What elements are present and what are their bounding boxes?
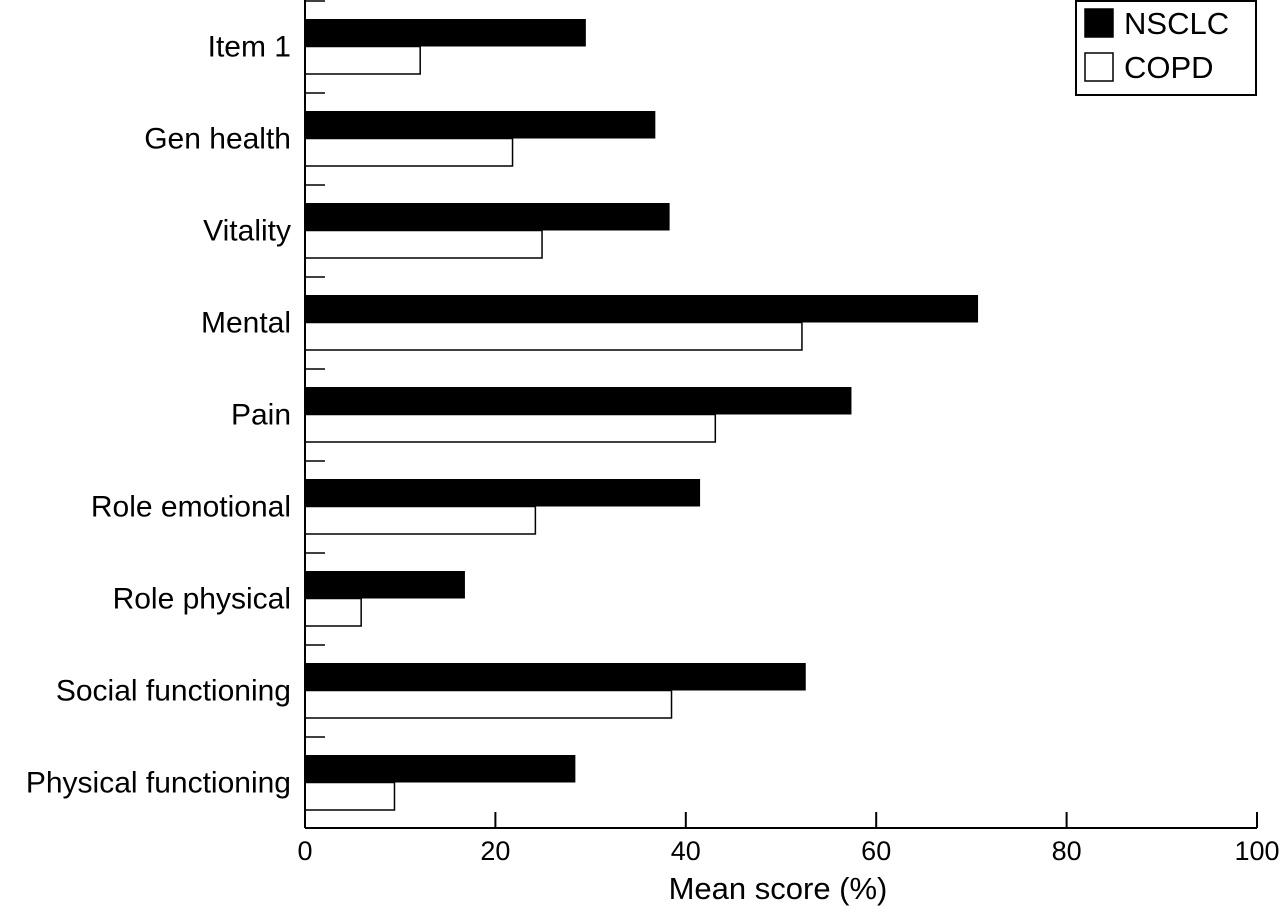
bar-copd-pain (304, 413, 717, 443)
bar-nsclc-vitality (305, 203, 670, 231)
x-tick-label: 100 (1234, 836, 1279, 866)
x-tick-label: 60 (861, 836, 891, 866)
category-label: Mental (201, 307, 291, 340)
bar-nsclc-physical-functioning (305, 755, 576, 783)
legend-swatch-nsclc (1084, 8, 1114, 38)
bar-copd-vitality (304, 229, 543, 259)
x-tick-label: 20 (480, 836, 510, 866)
bar-nsclc-mental (305, 295, 979, 323)
category-label: Vitality (203, 215, 291, 248)
bar-nsclc-role-emotional (305, 479, 701, 507)
bar-nsclc-pain (305, 387, 852, 415)
category-label: Pain (231, 399, 291, 432)
bar-copd-gen-health (304, 137, 514, 167)
bar-nsclc-gen-health (305, 111, 656, 139)
category-label: Social functioning (56, 675, 291, 708)
legend-label-nsclc: NSCLC (1124, 6, 1229, 41)
category-label: Role physical (113, 583, 291, 616)
category-label: Physical functioning (26, 767, 291, 800)
labels-layer: Item 1 Gen health Vitality Mental Pain Role e… (26, 31, 1280, 907)
legend-swatch-copd (1084, 52, 1114, 82)
bar-copd-physical-functioning (304, 781, 396, 811)
x-tick-label: 0 (297, 836, 312, 866)
x-tick-label: 40 (671, 836, 701, 866)
legend-label-copd: COPD (1124, 50, 1214, 85)
bar-copd-mental (304, 321, 803, 351)
legend: NSCLC COPD (1075, 0, 1257, 96)
x-axis-title: Mean score (%) (669, 871, 888, 906)
category-label: Role emotional (91, 491, 291, 524)
bar-copd-item-1 (304, 45, 421, 75)
bar-nsclc-social-functioning (305, 663, 806, 691)
axes-layer (304, 0, 1258, 829)
category-label: Item 1 (208, 31, 291, 64)
bars-layer (304, 19, 979, 811)
bar-copd-social-functioning (304, 689, 673, 719)
bar-copd-role-physical (304, 597, 362, 627)
x-tick-label: 80 (1052, 836, 1082, 866)
bar-copd-role-emotional (304, 505, 537, 535)
bar-nsclc-item-1 (305, 19, 586, 47)
category-label: Gen health (144, 123, 291, 156)
bar-nsclc-role-physical (305, 571, 465, 599)
